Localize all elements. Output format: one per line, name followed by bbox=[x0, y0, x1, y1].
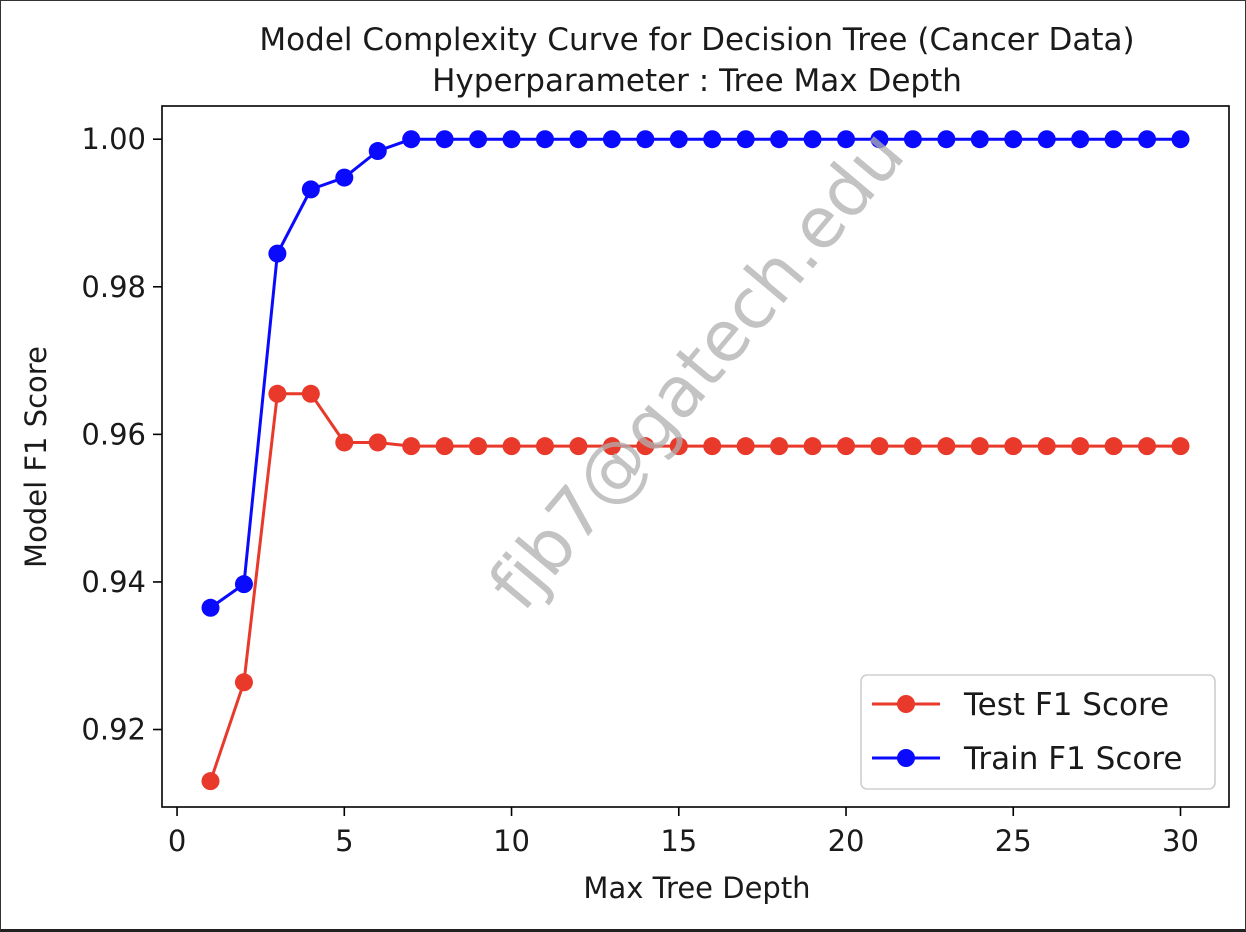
y-tick-label: 0.92 bbox=[81, 713, 146, 747]
x-axis-label: Max Tree Depth bbox=[583, 871, 810, 905]
data-point bbox=[837, 437, 856, 456]
data-point bbox=[937, 130, 956, 149]
data-point bbox=[870, 130, 889, 149]
data-point bbox=[937, 437, 956, 456]
data-point bbox=[268, 244, 287, 263]
data-point bbox=[569, 437, 588, 456]
data-point bbox=[234, 575, 253, 594]
legend-box bbox=[860, 674, 1216, 790]
x-tick-label: 0 bbox=[168, 824, 186, 858]
data-point bbox=[736, 437, 755, 456]
data-point bbox=[1171, 437, 1190, 456]
data-point bbox=[1104, 130, 1123, 149]
data-point bbox=[502, 437, 521, 456]
data-point bbox=[636, 437, 655, 456]
data-point bbox=[1104, 437, 1123, 456]
data-point bbox=[703, 130, 722, 149]
data-point bbox=[903, 130, 922, 149]
data-point bbox=[703, 437, 722, 456]
x-tick-label: 25 bbox=[995, 824, 1032, 858]
data-point bbox=[1138, 130, 1157, 149]
data-point bbox=[736, 130, 755, 149]
data-point bbox=[201, 772, 220, 791]
x-tick-label: 20 bbox=[828, 824, 865, 858]
data-point bbox=[301, 384, 320, 403]
chart-title: Model Complexity Curve for Decision Tree… bbox=[259, 22, 1134, 58]
data-point bbox=[1004, 130, 1023, 149]
data-point bbox=[535, 437, 554, 456]
data-point bbox=[669, 130, 688, 149]
data-point bbox=[803, 130, 822, 149]
y-tick-label: 0.96 bbox=[81, 417, 146, 451]
data-point bbox=[870, 437, 889, 456]
data-point bbox=[602, 130, 621, 149]
x-tick-label: 30 bbox=[1162, 824, 1199, 858]
y-tick-label: 0.98 bbox=[81, 270, 146, 304]
series-train-f1-score bbox=[201, 130, 1190, 617]
data-point bbox=[970, 130, 989, 149]
y-tick-label: 1.00 bbox=[81, 122, 146, 156]
data-point bbox=[770, 437, 789, 456]
y-axis: 0.92 0.94 0.96 0.98 1.00 bbox=[81, 122, 162, 747]
data-point bbox=[268, 384, 287, 403]
watermark: fjb7@gatech.edu bbox=[473, 114, 920, 625]
data-point bbox=[335, 433, 354, 452]
legend-marker bbox=[897, 749, 915, 767]
legend-label: Test F1 Score bbox=[963, 687, 1169, 723]
x-tick-label: 15 bbox=[660, 824, 697, 858]
data-point bbox=[469, 437, 488, 456]
data-point bbox=[402, 437, 421, 456]
legend-marker bbox=[897, 695, 915, 713]
data-point bbox=[569, 130, 588, 149]
data-point bbox=[234, 673, 253, 692]
data-point bbox=[402, 130, 421, 149]
data-point bbox=[1037, 437, 1056, 456]
data-point bbox=[368, 433, 387, 452]
data-point bbox=[1004, 437, 1023, 456]
series-layer bbox=[201, 130, 1190, 791]
x-axis: 0 5 10 15 20 25 30 bbox=[168, 807, 1199, 858]
data-point bbox=[602, 437, 621, 456]
data-point bbox=[435, 437, 454, 456]
legend-entry: Test F1 Score bbox=[872, 687, 1169, 723]
data-point bbox=[803, 437, 822, 456]
x-tick-label: 5 bbox=[335, 824, 353, 858]
data-point bbox=[903, 437, 922, 456]
data-point bbox=[469, 130, 488, 149]
data-point bbox=[435, 130, 454, 149]
y-axis-label: Model F1 Score bbox=[19, 346, 53, 568]
y-tick-label: 0.94 bbox=[81, 565, 146, 599]
data-point bbox=[301, 180, 320, 199]
data-point bbox=[669, 437, 688, 456]
data-point bbox=[335, 168, 354, 187]
series-test-f1-score bbox=[201, 384, 1190, 791]
legend-entry: Train F1 Score bbox=[872, 741, 1182, 777]
data-point bbox=[201, 598, 220, 617]
data-point bbox=[1037, 130, 1056, 149]
data-point bbox=[1071, 130, 1090, 149]
data-point bbox=[636, 130, 655, 149]
data-point bbox=[1138, 437, 1157, 456]
data-point bbox=[837, 130, 856, 149]
legend-label: Train F1 Score bbox=[963, 741, 1182, 777]
data-point bbox=[770, 130, 789, 149]
data-point bbox=[502, 130, 521, 149]
legend: Test F1 Score Train F1 Score bbox=[860, 674, 1216, 790]
data-point bbox=[535, 130, 554, 149]
chart-subtitle: Hyperparameter : Tree Max Depth bbox=[432, 63, 962, 99]
x-tick-label: 10 bbox=[493, 824, 530, 858]
data-point bbox=[368, 142, 387, 161]
data-point bbox=[1071, 437, 1090, 456]
data-point bbox=[970, 437, 989, 456]
plot-area bbox=[161, 105, 1230, 808]
data-point bbox=[1171, 130, 1190, 149]
